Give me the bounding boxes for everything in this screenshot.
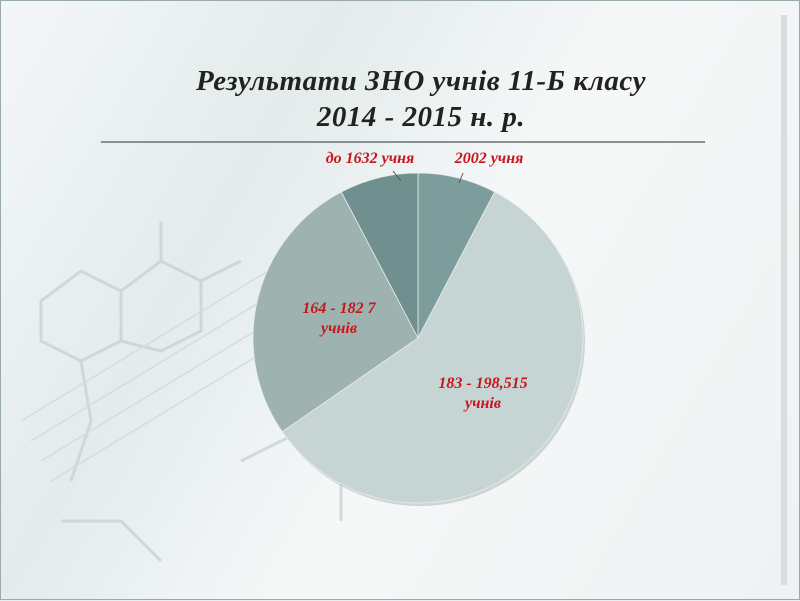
slice-label-2: 164 - 182 7 учнів <box>302 300 376 337</box>
pie-slice-3 <box>340 172 419 339</box>
slice-label-line: 164 - 182 7 <box>302 300 376 317</box>
title-divider <box>101 141 705 143</box>
pie-slice-1 <box>281 191 584 504</box>
slice-label-3: до 1632 учня <box>326 150 415 167</box>
pie-slice-2 <box>252 191 419 433</box>
slice-label-1: 183 - 198,515 учнів <box>438 375 527 412</box>
slice-label-line: 183 - 198,515 <box>438 375 527 392</box>
slice-label-line: учнів <box>319 320 357 337</box>
chart-title: Результати ЗНО учнів 11-Б класу 2014 - 2… <box>101 63 741 135</box>
slice-label-0: 2002 учня <box>454 150 524 167</box>
slice-label-line: 2002 учня <box>454 150 524 167</box>
leader-line-0 <box>458 172 464 184</box>
title-line-1: Результати ЗНО учнів 11-Б класу <box>196 65 646 97</box>
slide-edge <box>781 15 787 585</box>
leader-line-3 <box>392 170 402 182</box>
slice-label-line: учнів <box>463 395 501 412</box>
title-line-2: 2014 - 2015 н. р. <box>316 101 526 133</box>
slice-label-line: до 1632 учня <box>326 150 415 167</box>
